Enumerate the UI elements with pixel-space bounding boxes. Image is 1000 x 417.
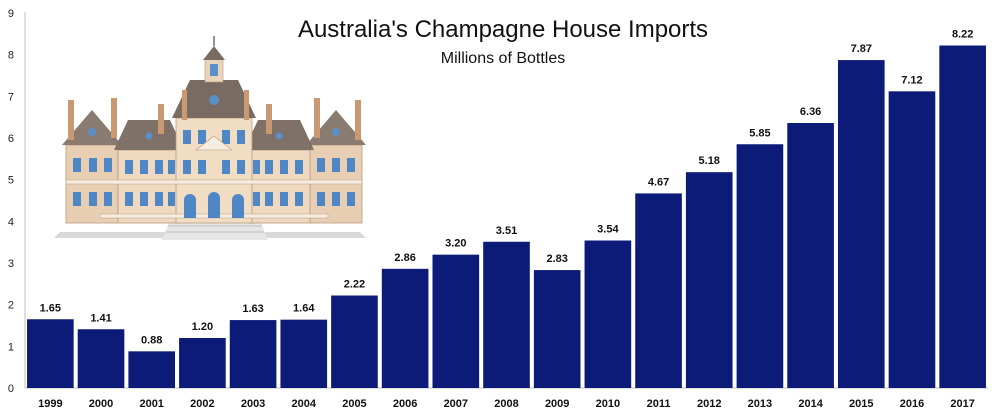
- data-label: 5.85: [749, 127, 770, 139]
- bar-2005: [331, 295, 378, 388]
- bar-2002: [179, 338, 226, 388]
- chart-title: Australia's Champagne House Imports: [298, 16, 708, 43]
- y-tick-label: 8: [8, 50, 14, 62]
- y-tick-label: 3: [8, 258, 14, 270]
- data-label: 8.22: [952, 29, 973, 41]
- bar-2013: [736, 144, 784, 388]
- bar-2017: [939, 45, 986, 388]
- x-tick-label: 2007: [444, 398, 468, 410]
- x-tick-label: 2004: [292, 398, 317, 410]
- bar-2010: [584, 240, 632, 388]
- bar-2000: [77, 329, 125, 388]
- data-label: 2.83: [546, 253, 567, 265]
- y-tick-label: 1: [8, 341, 14, 353]
- x-tick-label: 2003: [241, 398, 265, 410]
- data-label: 3.51: [496, 225, 517, 237]
- data-label: 1.64: [293, 303, 315, 315]
- x-tick-label: 1999: [38, 398, 62, 410]
- y-tick-label: 6: [8, 133, 14, 145]
- x-tick-label: 2016: [900, 398, 924, 410]
- x-tick-label: 2002: [190, 398, 214, 410]
- y-tick-label: 4: [8, 216, 14, 228]
- x-tick-label: 2008: [494, 398, 518, 410]
- data-label: 0.88: [141, 334, 162, 346]
- bar-2007: [432, 254, 480, 388]
- data-label: 2.22: [344, 279, 365, 291]
- data-label: 7.12: [901, 74, 922, 86]
- bar-2015: [837, 60, 885, 388]
- x-tick-label: 2014: [798, 398, 823, 410]
- x-tick-label: 2017: [950, 398, 974, 410]
- chart-subtitle: Millions of Bottles: [441, 50, 566, 67]
- x-tick-label: 2005: [342, 398, 366, 410]
- data-label: 7.87: [851, 43, 872, 55]
- data-label: 1.41: [90, 312, 111, 324]
- data-label: 6.36: [800, 106, 821, 118]
- data-label: 2.86: [394, 252, 415, 264]
- bar-2014: [787, 123, 834, 388]
- data-label: 3.54: [597, 224, 619, 236]
- data-label: 1.63: [242, 303, 263, 315]
- bar-2011: [635, 193, 682, 388]
- bar-2008: [483, 241, 530, 388]
- y-tick-label: 9: [8, 8, 14, 20]
- x-tick-label: 2015: [849, 398, 873, 410]
- x-tick-label: 2009: [545, 398, 569, 410]
- bar-2003: [229, 320, 277, 388]
- x-tick-label: 2001: [139, 398, 163, 410]
- y-tick-label: 7: [8, 91, 14, 103]
- bar-2004: [280, 319, 328, 388]
- data-label: 1.20: [192, 321, 213, 333]
- x-tick-label: 2012: [697, 398, 721, 410]
- x-tick-label: 2000: [89, 398, 113, 410]
- y-tick-label: 5: [8, 175, 14, 187]
- x-tick-label: 2013: [748, 398, 772, 410]
- chateau-illustration: [54, 36, 366, 240]
- data-label: 1.65: [40, 302, 61, 314]
- y-tick-label: 0: [8, 383, 14, 395]
- bar-2012: [685, 172, 733, 388]
- bar-2016: [888, 91, 936, 388]
- bar-2001: [128, 351, 176, 388]
- data-label: 3.20: [445, 238, 466, 250]
- data-label: 5.18: [699, 155, 720, 167]
- bar-1999: [27, 319, 74, 388]
- x-tick-label: 2010: [596, 398, 620, 410]
- x-tick-label: 2006: [393, 398, 417, 410]
- bar-2006: [381, 268, 429, 388]
- data-label: 4.67: [648, 176, 669, 188]
- y-tick-label: 2: [8, 300, 14, 312]
- x-tick-label: 2011: [647, 398, 671, 410]
- bar-2009: [533, 270, 581, 388]
